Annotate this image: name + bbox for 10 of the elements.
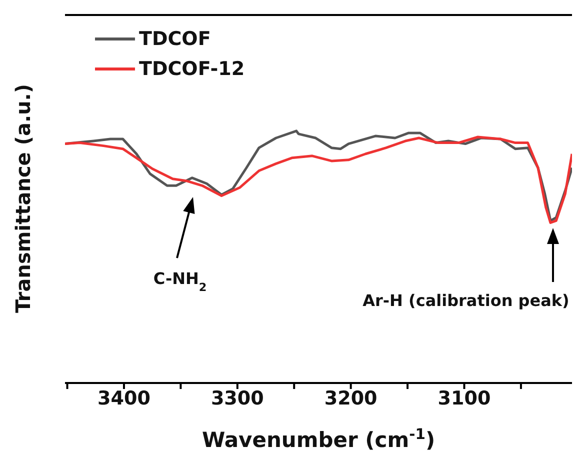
legend-label: TDCOF xyxy=(139,27,211,52)
x-tick-label: 3100 xyxy=(438,387,491,410)
annotation: C-NH$_{2}$ xyxy=(153,269,207,294)
x-tick-label: 3200 xyxy=(324,387,378,410)
legend-label: TDCOF-12 xyxy=(139,57,245,82)
x-axis-title: Wavenumber (cm$^{-1}$) xyxy=(202,426,436,452)
x-tick-label: 3300 xyxy=(210,387,264,410)
annotation: Ar-H (calibration peak) xyxy=(362,291,570,310)
y-axis-title: Transmittance (a.u.) xyxy=(11,84,35,314)
x-tick-label: 3400 xyxy=(98,387,150,410)
